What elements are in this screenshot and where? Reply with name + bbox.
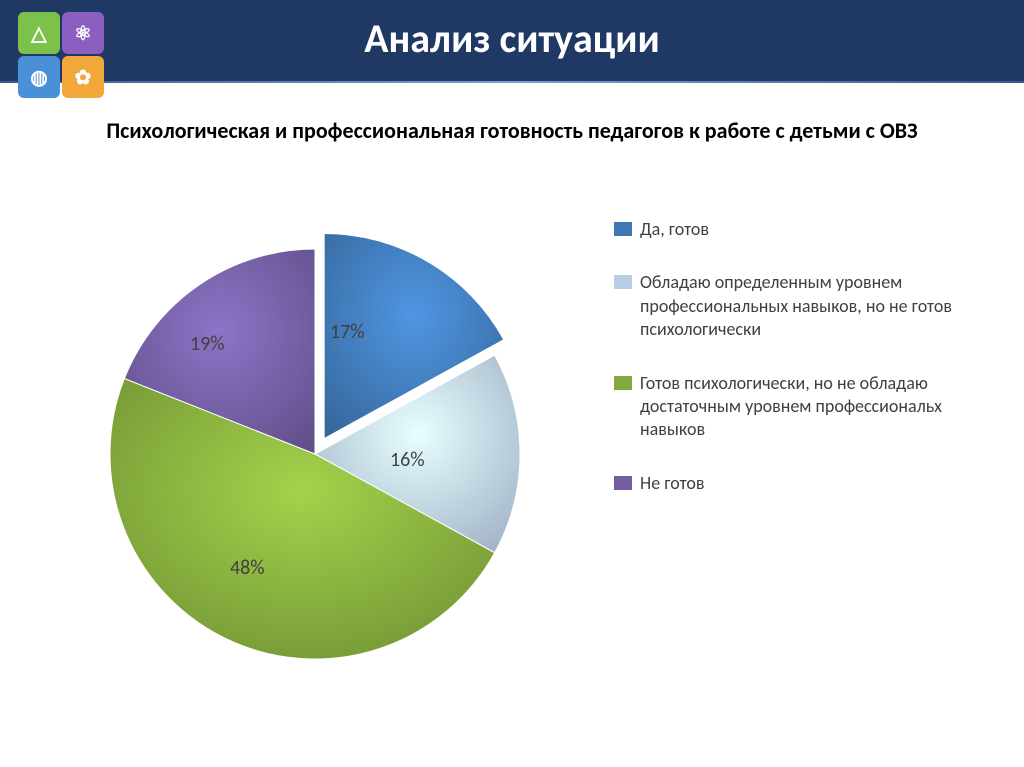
logo-cell: △ <box>18 12 60 54</box>
legend-swatch <box>614 275 632 289</box>
legend-label: Готов психологически, но не обладаю дост… <box>640 372 984 442</box>
legend-item: Да, готов <box>614 218 984 241</box>
legend-item: Готов психологически, но не обладаю дост… <box>614 372 984 442</box>
legend-label: Обладаю определенным уровнем профессиона… <box>640 271 984 341</box>
legend-swatch <box>614 376 632 390</box>
legend-item: Не готов <box>614 472 984 495</box>
legend: Да, готов Обладаю определенным уровнем пр… <box>614 218 984 525</box>
logo-cell: ⚛ <box>62 12 104 54</box>
chart-content: 17%16%48%19% Да, готов Обладаю определенн… <box>0 144 1024 764</box>
legend-label: Да, готов <box>640 218 709 241</box>
logo-cell: ✿ <box>62 56 104 98</box>
pie-chart: 17%16%48%19% <box>70 204 590 729</box>
legend-swatch <box>614 222 632 236</box>
page-title: Анализ ситуации <box>0 14 1024 63</box>
logo-cell: ◍ <box>18 56 60 98</box>
logo-grid: △⚛◍✿ <box>18 12 104 98</box>
chart-title: Психологическая и профессиональная готов… <box>0 117 1024 144</box>
legend-swatch <box>614 476 632 490</box>
legend-label: Не готов <box>640 472 705 495</box>
slide-header: △⚛◍✿ Анализ ситуации <box>0 0 1024 83</box>
legend-item: Обладаю определенным уровнем профессиона… <box>614 271 984 341</box>
